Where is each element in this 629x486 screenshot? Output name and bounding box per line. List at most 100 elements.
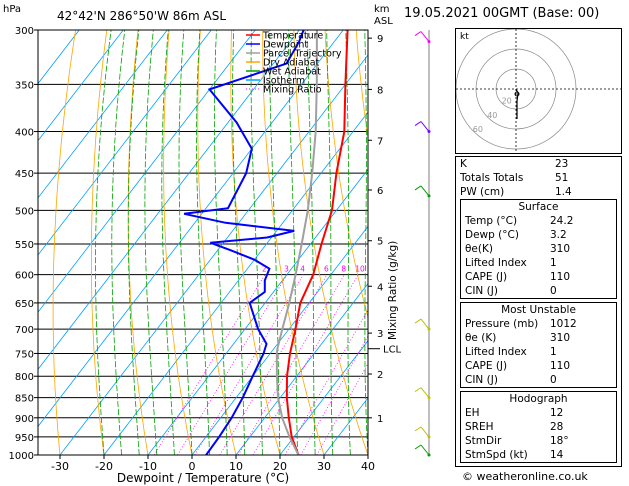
- wind-barb-dot: [427, 396, 431, 400]
- wet-adiabat-line: [127, 30, 140, 455]
- row-value: 310: [550, 332, 571, 344]
- pressure-tick-label: 350: [15, 80, 34, 91]
- isotherm-line: [235, 282, 368, 455]
- storm-motion-marker: [514, 91, 520, 97]
- row-label: SREH: [465, 421, 494, 433]
- row-value: 1012: [550, 318, 577, 330]
- row-value: 14: [550, 449, 564, 461]
- wet-adiabat-line: [111, 30, 126, 455]
- chart-series: [183, 30, 349, 455]
- row-value: 0: [550, 374, 557, 386]
- row-label: CIN (J): [465, 374, 498, 386]
- dry-adiabat-line: [355, 30, 368, 141]
- isotherm-line: [147, 168, 368, 455]
- wet-adiabat-line: [178, 30, 193, 455]
- dry-adiabat-line: [127, 30, 149, 455]
- mixing-ratio-line: [284, 309, 368, 455]
- pressure-tick-label: 550: [15, 240, 34, 251]
- pressure-tick-label: 400: [15, 128, 34, 139]
- wind-barb-dot: [427, 327, 431, 331]
- mixing-ratio-label: 25: [415, 265, 425, 274]
- temp-tick-label: -30: [51, 460, 69, 473]
- row-value: 3.2: [550, 229, 567, 241]
- km-tick-label: 2: [377, 370, 383, 381]
- mixing-ratio-line: [300, 335, 368, 455]
- most-unstable-box: Most Unstable Pressure (mb) 1012 θe (K) 310…: [460, 302, 617, 388]
- mixing-ratio-label: 3: [284, 265, 289, 274]
- hodograph-plot: kt 20 40 60: [455, 28, 621, 153]
- row-label: PW (cm): [460, 186, 505, 198]
- table-row: CIN (J) 0: [461, 373, 616, 387]
- row-value: 18°: [550, 435, 569, 447]
- km-tick-label: 1: [377, 414, 383, 425]
- wind-barb: [420, 318, 430, 330]
- table-row: Lifted Index 1: [461, 345, 616, 359]
- wet-adiabat-line: [269, 30, 281, 455]
- lcl-label: LCL: [383, 345, 402, 356]
- wind-barb-dot: [427, 40, 431, 44]
- row-label: EH: [465, 407, 480, 419]
- row-value: 0: [550, 285, 557, 297]
- temp-tick-label: 20: [273, 460, 287, 473]
- wind-barb: [420, 444, 430, 456]
- pressure-tick-label: 500: [15, 206, 34, 217]
- wind-barb-flag: [414, 121, 422, 126]
- dewpoint-line: [183, 30, 305, 455]
- mixing-ratio-label: 10: [355, 265, 365, 274]
- wet-adiabat-line: [144, 30, 158, 455]
- mixing-ratio-label: 2: [262, 265, 267, 274]
- table-row: Lifted Index 1: [461, 256, 616, 270]
- temp-tick-label: 40: [361, 460, 375, 473]
- pressure-tick-label: 800: [15, 372, 34, 383]
- wind-barb: [420, 121, 430, 132]
- table-row: Temp (°C) 24.2: [461, 214, 616, 228]
- hodograph-ring-label: 20: [502, 96, 512, 105]
- wind-barb-dot: [427, 194, 431, 198]
- row-value: 51: [555, 172, 569, 184]
- km-tick-label: 7: [377, 136, 383, 147]
- temp-tick-label: -20: [95, 460, 113, 473]
- km-axis-label: km: [374, 4, 390, 15]
- mixing-ratio-line: [316, 362, 368, 455]
- mixing-ratio-line: [177, 274, 288, 455]
- km-tick-label: 6: [377, 186, 383, 197]
- dry-adiabat-line: [163, 30, 193, 455]
- isotherm-line: [38, 30, 168, 199]
- dry-adiabat-line: [52, 30, 76, 455]
- hodograph-ring-label: 60: [473, 125, 483, 134]
- row-value: 23: [555, 158, 569, 170]
- wind-barb-dot: [427, 130, 431, 134]
- legend-label: Mixing Ratio: [263, 85, 322, 96]
- wet-adiabat-line: [364, 30, 368, 455]
- row-label: CAPE (J): [465, 360, 508, 372]
- mixing-ratio-label: 8: [341, 265, 346, 274]
- isotherm-line: [38, 30, 344, 428]
- legend-label: Isotherm: [263, 76, 305, 87]
- pressure-tick-label: 650: [15, 299, 34, 310]
- table-row: K 23: [456, 157, 621, 171]
- table-row: EH 12: [461, 406, 616, 420]
- row-value: 28: [550, 421, 564, 433]
- isotherm-line: [38, 30, 80, 85]
- isotherm-line: [38, 30, 212, 256]
- km-tick-label: 9: [377, 34, 383, 45]
- table-row: CAPE (J) 110: [461, 359, 616, 373]
- temp-tick-label: 0: [189, 460, 196, 473]
- table-row: StmSpd (kt) 14: [461, 448, 616, 462]
- footer-credit: © weatheronline.co.uk: [462, 470, 588, 483]
- wet-adiabat-line: [288, 30, 299, 455]
- km-tick-label: 8: [377, 85, 383, 96]
- mixing-ratio-line: [153, 274, 266, 455]
- isotherm-line: [38, 30, 300, 370]
- surface-title: Surface: [518, 201, 559, 213]
- row-label: K: [460, 158, 467, 170]
- pressure-tick-label: 950: [15, 433, 34, 444]
- hodograph-ring-label: 40: [487, 111, 497, 120]
- wind-barb: [420, 31, 430, 42]
- most-unstable-title: Most Unstable: [501, 304, 576, 316]
- pressure-tick-label: 850: [15, 394, 34, 405]
- wind-barb: [420, 387, 430, 398]
- table-row: PW (cm) 1.4: [456, 185, 621, 199]
